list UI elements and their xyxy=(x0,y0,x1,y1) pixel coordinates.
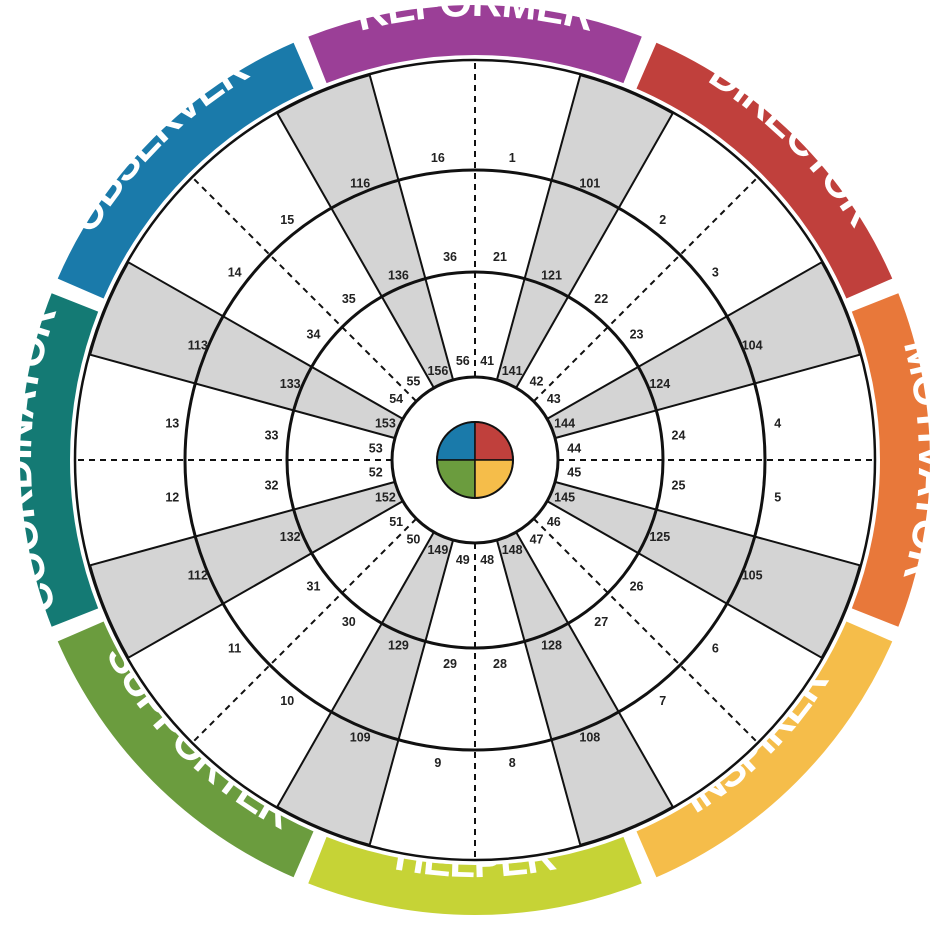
segment-number: 52 xyxy=(369,466,383,480)
segment-number: 11 xyxy=(228,641,241,655)
segment-number: 125 xyxy=(649,530,670,544)
type-band-director xyxy=(636,42,893,299)
segment-number: 8 xyxy=(509,756,516,770)
segment-number: 44 xyxy=(567,441,581,455)
segment-number: 128 xyxy=(541,638,562,652)
type-band-inspirer xyxy=(636,621,893,878)
segment-number: 42 xyxy=(530,375,544,389)
center-quad-circle xyxy=(436,421,514,499)
segment-number: 148 xyxy=(502,543,523,557)
segment-number: 101 xyxy=(579,176,600,190)
segment-number: 113 xyxy=(188,339,208,353)
segment-number: 24 xyxy=(672,429,686,443)
segment-number: 13 xyxy=(165,416,179,430)
dashed-divider xyxy=(192,177,418,403)
segment-number: 149 xyxy=(427,543,448,557)
dashed-dividers xyxy=(77,62,873,858)
segment-number: 15 xyxy=(280,213,294,227)
segment-number: 16 xyxy=(431,151,445,165)
dashed-divider xyxy=(532,177,758,403)
segment-number: 109 xyxy=(350,731,371,745)
segment-number: 108 xyxy=(579,731,600,745)
segment-number: 22 xyxy=(594,292,608,306)
segment-number: 46 xyxy=(547,515,561,529)
segment-number: 14 xyxy=(228,266,242,280)
segment-number: 21 xyxy=(493,250,507,264)
segment-number: 105 xyxy=(742,568,763,582)
segment-number: 25 xyxy=(672,478,686,492)
segment-number: 2 xyxy=(659,213,666,227)
segment-number: 116 xyxy=(350,176,370,190)
segment-number: 54 xyxy=(389,392,403,406)
segment-number: 5 xyxy=(774,491,781,505)
type-band-coordinator xyxy=(19,293,99,627)
segment-number: 48 xyxy=(480,553,494,567)
segment-number: 32 xyxy=(265,478,279,492)
type-band-reformer xyxy=(308,4,642,84)
segment-number: 50 xyxy=(406,532,420,546)
ring-circle xyxy=(183,168,767,752)
segment-number: 23 xyxy=(630,327,644,341)
segment-number: 12 xyxy=(165,491,179,505)
segment-number: 152 xyxy=(375,491,396,505)
segment-number: 51 xyxy=(389,515,403,529)
segment-number: 124 xyxy=(649,377,670,391)
segment-number: 33 xyxy=(265,429,279,443)
segment-number: 121 xyxy=(541,269,562,283)
segment-number: 7 xyxy=(659,694,666,708)
type-band-helper xyxy=(308,836,642,915)
segment-number: 4 xyxy=(774,416,781,430)
segment-number: 45 xyxy=(567,466,581,480)
segment-number: 35 xyxy=(342,292,356,306)
center-circle-outline xyxy=(436,421,514,499)
segment-number: 30 xyxy=(342,615,356,629)
segment-number: 27 xyxy=(594,615,608,629)
segment-number: 3 xyxy=(712,266,719,280)
segment-number: 34 xyxy=(307,327,321,341)
segment-number: 112 xyxy=(188,568,208,582)
segment-number: 53 xyxy=(369,441,383,455)
segment-number: 55 xyxy=(406,375,420,389)
segment-number: 136 xyxy=(388,269,409,283)
segment-number: 104 xyxy=(742,339,763,353)
dashed-divider xyxy=(532,517,758,743)
segment-number: 47 xyxy=(530,532,544,546)
segment-number: 129 xyxy=(388,638,409,652)
segment-number: 10 xyxy=(280,694,294,708)
segment-number: 28 xyxy=(493,657,507,671)
segment-number: 36 xyxy=(443,250,457,264)
segment-number: 6 xyxy=(712,641,719,655)
segment-number: 144 xyxy=(554,416,575,430)
segment-number: 43 xyxy=(547,392,561,406)
segment-number: 26 xyxy=(630,580,644,594)
segment-number: 132 xyxy=(280,530,301,544)
segment-number: 153 xyxy=(375,416,396,430)
type-band-supporter xyxy=(57,621,314,878)
dashed-divider xyxy=(192,517,418,743)
segment-number: 29 xyxy=(443,657,457,671)
segment-number: 145 xyxy=(554,491,575,505)
segment-number: 31 xyxy=(307,580,321,594)
segment-number: 1 xyxy=(509,151,516,165)
segment-numbers: 1234567891011121314151621222324252627282… xyxy=(165,151,781,770)
grey-wedges xyxy=(88,73,862,847)
segment-number: 49 xyxy=(456,553,470,567)
segment-number: 9 xyxy=(434,756,441,770)
segment-number: 133 xyxy=(280,377,301,391)
segment-number: 56 xyxy=(456,354,470,368)
segment-number: 41 xyxy=(480,354,494,368)
segment-number: 156 xyxy=(427,364,448,378)
type-band-motivator xyxy=(851,293,931,627)
segment-number: 141 xyxy=(502,364,523,378)
ring-circle xyxy=(285,270,665,650)
type-band-observer xyxy=(57,42,314,299)
